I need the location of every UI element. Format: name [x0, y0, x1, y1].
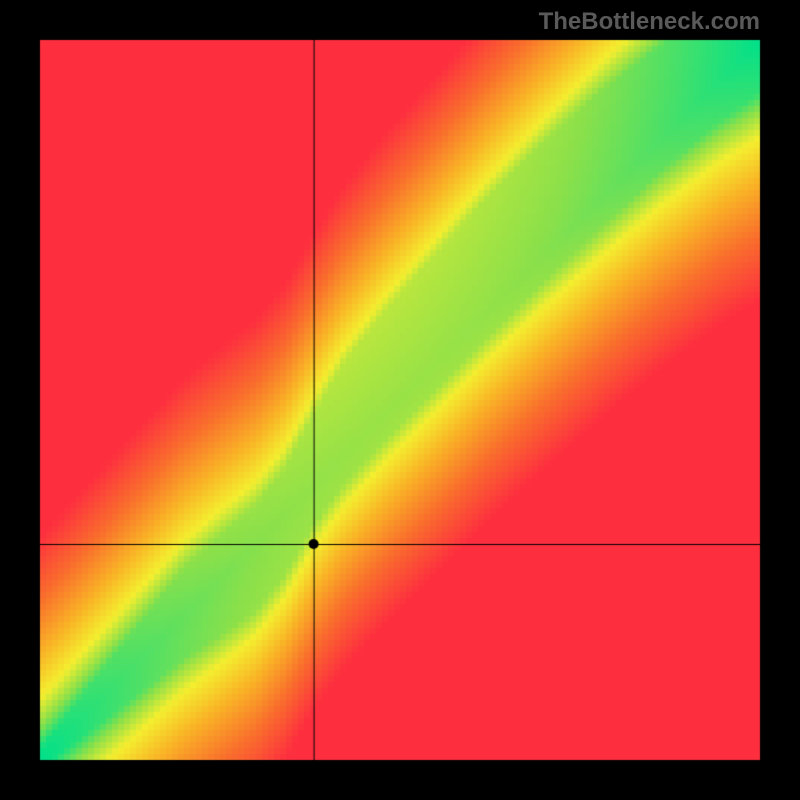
bottleneck-heatmap	[0, 0, 800, 800]
chart-container: TheBottleneck.com	[0, 0, 800, 800]
watermark-text: TheBottleneck.com	[539, 8, 760, 36]
